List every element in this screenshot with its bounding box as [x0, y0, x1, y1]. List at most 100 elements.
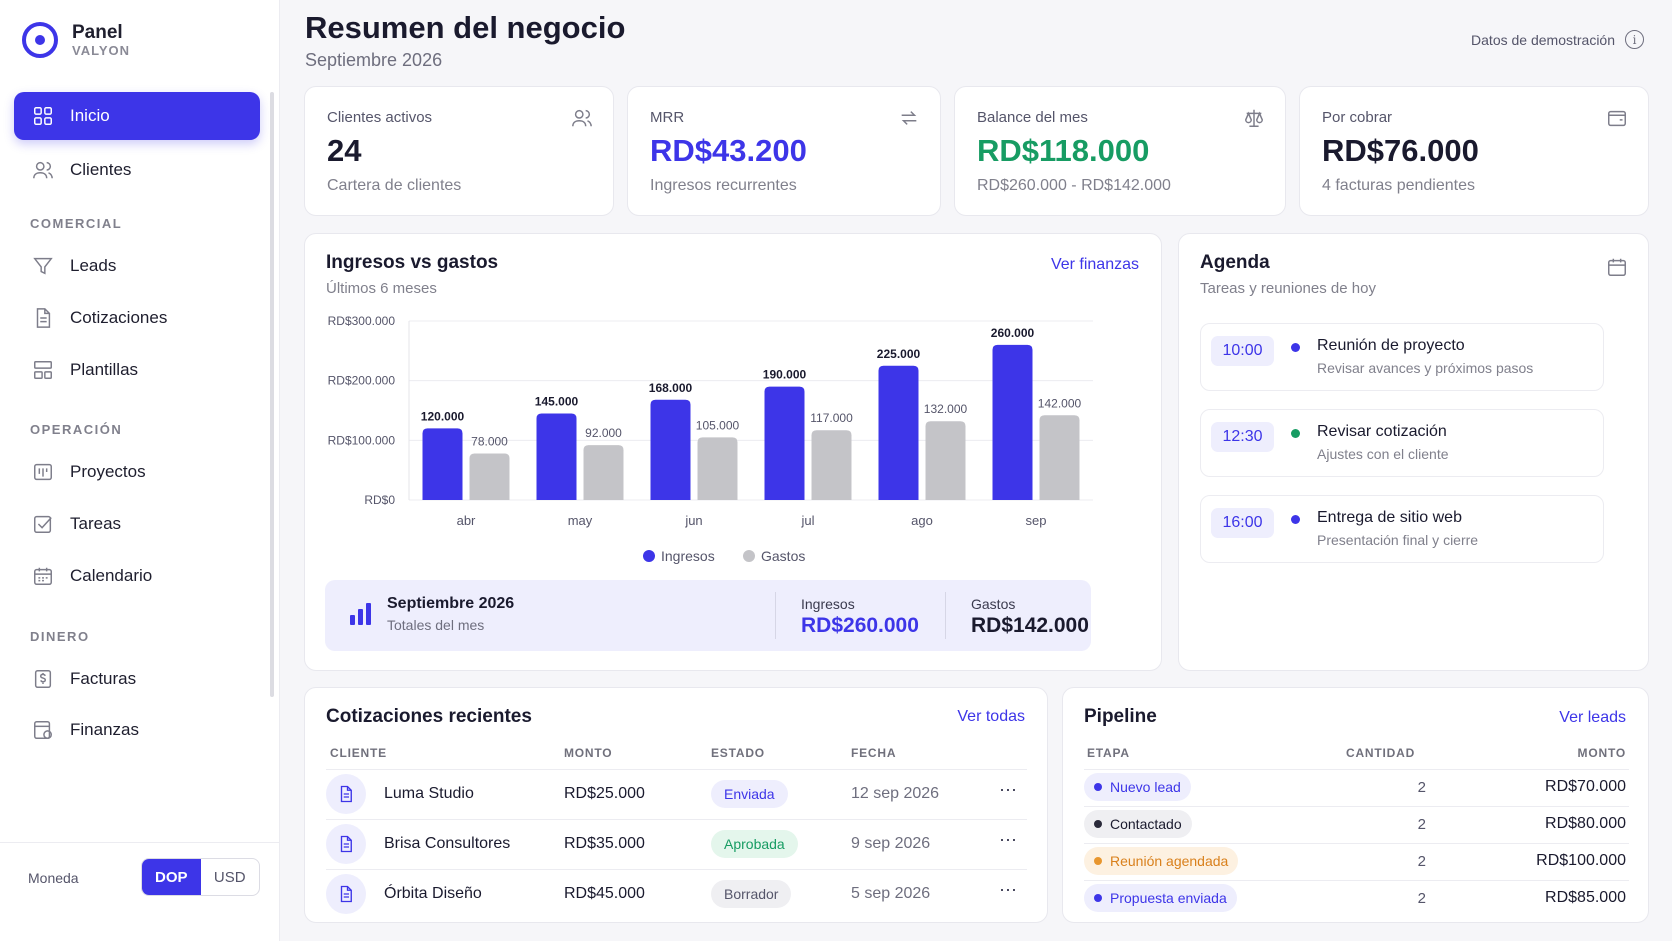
- ver-leads-link[interactable]: Ver leads: [1559, 709, 1626, 726]
- kpi-label: Balance del mes: [977, 109, 1088, 126]
- divider: [775, 592, 776, 639]
- agenda-item[interactable]: 12:30 Revisar cotización Ajustes con el …: [1200, 409, 1604, 477]
- quote-date: 12 sep 2026: [851, 785, 940, 802]
- brand[interactable]: Panel VALYON: [22, 22, 130, 58]
- quote-amount: RD$25.000: [564, 785, 645, 802]
- quote-amount: RD$35.000: [564, 835, 645, 852]
- bar-ingresos-ago: [878, 365, 919, 500]
- column-header: CLIENTE: [330, 746, 387, 760]
- chart-card: Ingresos vs gastos Últimos 6 meses Ver f…: [304, 233, 1162, 671]
- funnel-icon: [33, 257, 53, 275]
- document-icon: [326, 774, 366, 814]
- sidebar-item-plantillas[interactable]: Plantillas: [14, 346, 260, 394]
- sidebar-scrollbar[interactable]: [270, 92, 274, 697]
- info-icon[interactable]: i: [1625, 30, 1644, 49]
- status-badge: Enviada: [711, 780, 788, 808]
- sidebar-item-label: Clientes: [70, 160, 132, 179]
- stage-badge[interactable]: Reunión agendada: [1084, 847, 1239, 875]
- stage-badge[interactable]: Nuevo lead: [1084, 773, 1191, 801]
- divider: [326, 819, 1027, 820]
- agenda-item-title: Entrega de sitio web: [1317, 509, 1462, 526]
- template-icon: [34, 361, 52, 379]
- client-name[interactable]: Órbita Diseño: [384, 885, 482, 902]
- bar-gastos-may: [583, 445, 624, 500]
- stage-amount: RD$85.000: [1545, 889, 1626, 906]
- demo-data-notice[interactable]: Datos de demostración i: [1471, 30, 1644, 49]
- more-actions-icon[interactable]: ⋯: [999, 830, 1018, 850]
- sidebar-item-label: Finanzas: [70, 720, 139, 739]
- legend-label: Gastos: [761, 548, 805, 564]
- agenda-item[interactable]: 16:00 Entrega de sitio web Presentación …: [1200, 495, 1604, 563]
- chart-title: Ingresos vs gastos: [326, 252, 499, 273]
- sidebar-item-facturas[interactable]: Facturas: [14, 655, 260, 703]
- client-name[interactable]: Luma Studio: [384, 785, 474, 802]
- ver-finanzas-link[interactable]: Ver finanzas: [1050, 256, 1139, 273]
- stage-badge[interactable]: Contactado: [1084, 810, 1192, 838]
- sidebar-item-label: Cotizaciones: [70, 308, 168, 327]
- currency-option-usd[interactable]: USD: [213, 868, 246, 886]
- x-tick-label: sep: [1026, 513, 1047, 528]
- sidebar-item-proyectos[interactable]: Proyectos: [14, 448, 260, 496]
- quotes-title: Cotizaciones recientes: [326, 706, 532, 727]
- sidebar-item-finanzas[interactable]: Finanzas: [14, 706, 260, 754]
- stage-count: 2: [1417, 816, 1426, 833]
- agenda-time: 10:00: [1211, 336, 1274, 366]
- kpi-sub: RD$260.000 - RD$142.000: [977, 177, 1171, 194]
- sidebar-item-clientes[interactable]: Clientes: [14, 146, 260, 194]
- column-header: ETAPA: [1087, 746, 1130, 760]
- divider: [1084, 880, 1629, 881]
- status-dot: [1291, 515, 1300, 524]
- pipeline-card: Pipeline Ver leads ETAPA CANTIDAD MONTO …: [1062, 687, 1649, 923]
- totals-expense-value: RD$142.000: [971, 614, 1089, 637]
- section-operacion: OPERACIÓN: [30, 422, 123, 437]
- more-actions-icon[interactable]: ⋯: [999, 780, 1018, 800]
- data-label: 117.000: [810, 411, 853, 425]
- pipeline-title: Pipeline: [1084, 706, 1157, 727]
- stage-badge[interactable]: Propuesta enviada: [1084, 884, 1237, 912]
- divider: [326, 869, 1027, 870]
- sidebar-item-calendario[interactable]: Calendario: [14, 552, 260, 600]
- client-name[interactable]: Brisa Consultores: [384, 835, 511, 852]
- bar-ingresos-jul: [764, 386, 805, 500]
- x-tick-label: jul: [800, 513, 814, 528]
- agenda-item-title: Revisar cotización: [1317, 423, 1447, 440]
- currency-option-dop[interactable]: DOP: [142, 859, 201, 895]
- agenda-title: Agenda: [1200, 252, 1270, 273]
- agenda-item[interactable]: 10:00 Reunión de proyecto Revisar avance…: [1200, 323, 1604, 391]
- calendar-icon[interactable]: [1606, 256, 1628, 278]
- quote-date: 5 sep 2026: [851, 885, 931, 902]
- currency-label: Moneda: [28, 870, 79, 886]
- section-dinero: DINERO: [30, 629, 90, 644]
- currency-toggle[interactable]: DOP USD: [141, 858, 260, 896]
- y-tick-label: RD$200.000: [328, 374, 396, 388]
- sidebar-item-label: Facturas: [70, 669, 137, 688]
- x-tick-label: ago: [911, 513, 933, 528]
- stage-amount: RD$80.000: [1545, 815, 1626, 832]
- checkbox-icon: [34, 515, 52, 533]
- stage-count: 2: [1417, 779, 1426, 796]
- kpi-card-por-cobrar: Por cobrar RD$76.000 4 facturas pendient…: [1299, 86, 1649, 216]
- sidebar-item-label: Inicio: [70, 106, 110, 125]
- data-label: 190.000: [763, 368, 807, 382]
- quotes-card: Cotizaciones recientes Ver todas CLIENTE…: [304, 687, 1048, 923]
- more-actions-icon[interactable]: ⋯: [999, 880, 1018, 900]
- sidebar-item-label: Proyectos: [70, 462, 146, 481]
- column-header: FECHA: [851, 746, 897, 760]
- sidebar-item-leads[interactable]: Leads: [14, 242, 260, 290]
- sidebar-item-tareas[interactable]: Tareas: [14, 500, 260, 548]
- kpi-sub: Ingresos recurrentes: [650, 177, 797, 194]
- legend-swatch-ingresos: [643, 550, 655, 562]
- sidebar-item-cotizaciones[interactable]: Cotizaciones: [14, 294, 260, 342]
- sidebar-item-inicio[interactable]: Inicio: [14, 92, 260, 140]
- agenda-time: 12:30: [1211, 422, 1274, 452]
- agenda-item-desc: Ajustes con el cliente: [1317, 446, 1449, 462]
- data-label: 120.000: [421, 409, 465, 423]
- status-dot: [1291, 343, 1300, 352]
- brand-logo-icon: [22, 22, 58, 58]
- ver-todas-link[interactable]: Ver todas: [957, 708, 1025, 725]
- divider: [326, 769, 1027, 770]
- data-label: 132.000: [924, 402, 968, 416]
- bar-chart: RD$300.000 RD$200.000 RD$100.000 RD$0 120.00…: [328, 314, 1093, 564]
- kpi-label: Clientes activos: [327, 109, 433, 126]
- stage-count: 2: [1417, 853, 1426, 870]
